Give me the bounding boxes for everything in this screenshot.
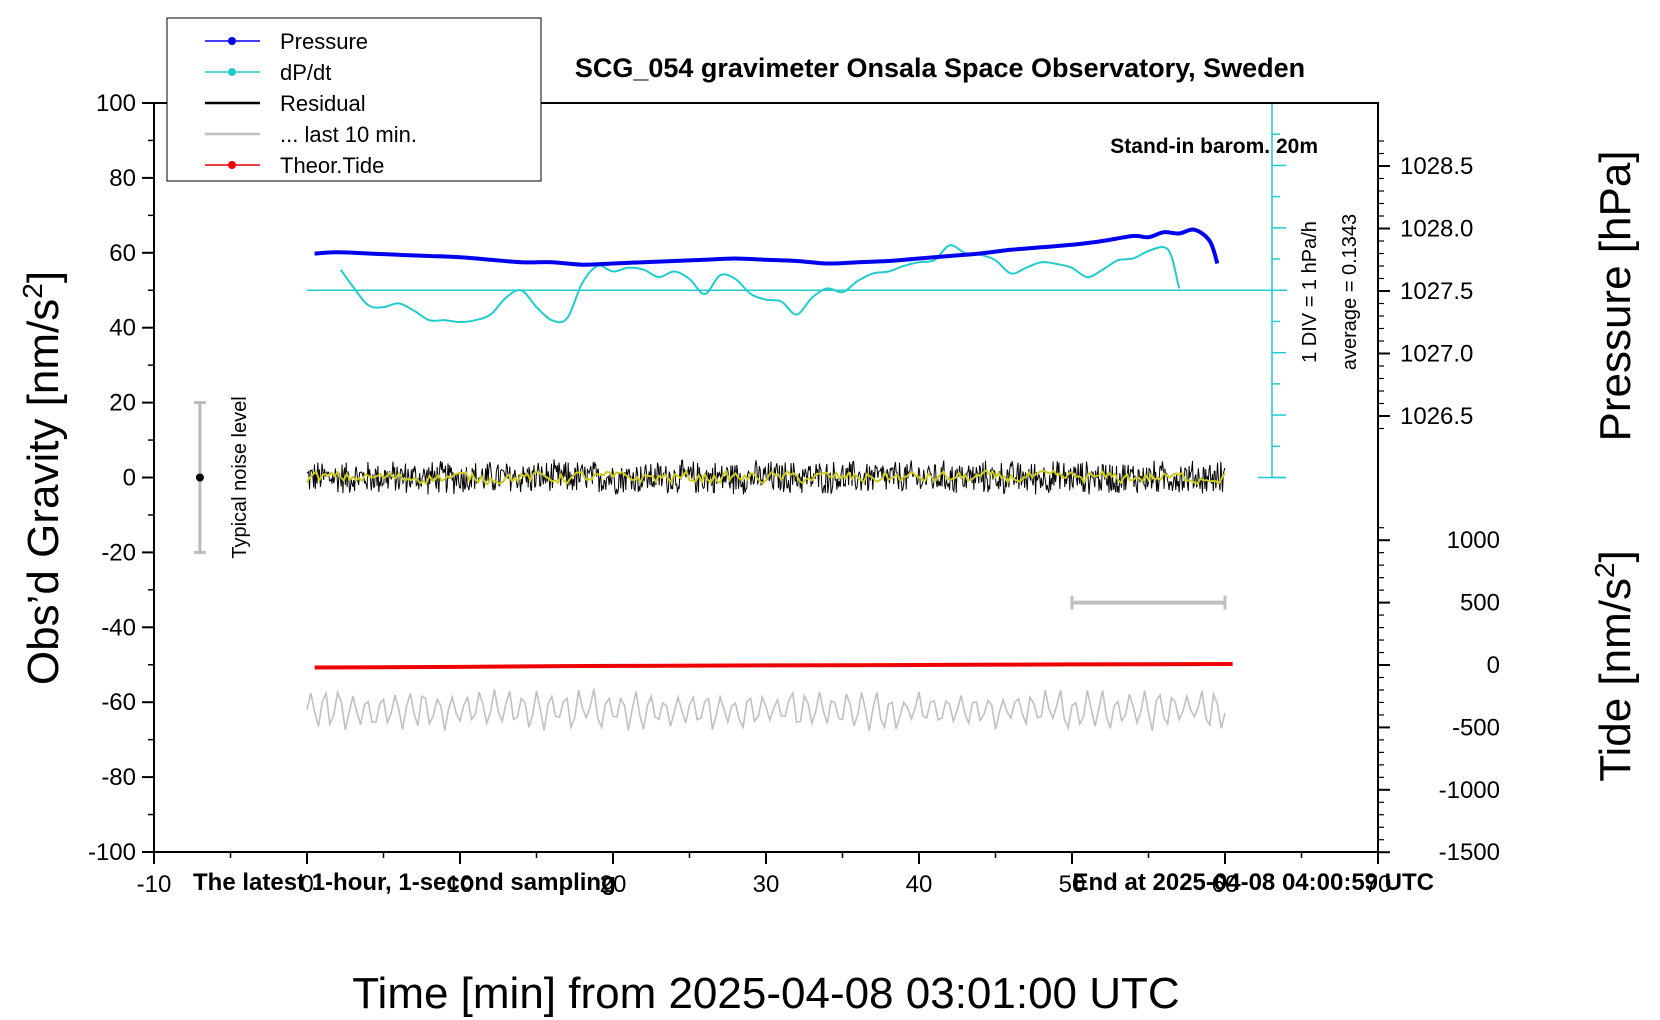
barometer-label: Stand-in barom. 20m (1110, 135, 1318, 158)
y-axis-title-tide: Tide [nm/s2] (1589, 550, 1640, 782)
x-tick-label: 30 (753, 871, 780, 898)
residual-smoothed-line (306, 469, 1226, 486)
tide-tick-label: -500 (1452, 714, 1500, 741)
x-tick-label: 70 (1365, 871, 1392, 898)
legend: Pressure dP/dt Residual ... last 10 min. The… (166, 17, 542, 182)
tide-tick-label: -1500 (1439, 839, 1500, 866)
y-tick-label: 0 (123, 465, 136, 492)
noise-center-dot (195, 473, 204, 482)
x-tick-label: 0 (300, 871, 313, 898)
x-tick-label: 60 (1212, 871, 1239, 898)
tide-tick-label: 1000 (1447, 527, 1500, 554)
pressure-line (314, 227, 1220, 267)
scale-label: 1 DIV = 1 hPa/h (1299, 221, 1321, 363)
noise-label: Typical noise level (229, 396, 251, 558)
legend-box (166, 17, 542, 182)
y-tick-label: -20 (101, 539, 136, 566)
dpdt-line (339, 244, 1181, 324)
last10-line (306, 688, 1226, 732)
legend-marker (228, 37, 236, 45)
bottom-left-label: The latest 1-hour, 1-second sampling (193, 869, 616, 896)
y-tick-label: 40 (109, 315, 136, 342)
tide-tick-label: 500 (1460, 590, 1500, 617)
residual-line (306, 459, 1226, 496)
y-tick-label: -40 (101, 614, 136, 641)
y-tick-label: -80 (101, 764, 136, 791)
x-tick-label: 10 (447, 871, 474, 898)
legend-label: Theor.Tide (280, 153, 384, 178)
chart-title: SCG_054 gravimeter Onsala Space Observat… (575, 53, 1305, 83)
x-tick-label: -10 (137, 871, 172, 898)
y-tick-label: -100 (88, 839, 136, 866)
bottom-right-label: End at 2025-04-08 04:00:59 UTC (1073, 869, 1435, 896)
tide-line (314, 662, 1233, 670)
pressure-tick-label: 1027.0 (1400, 341, 1473, 368)
y-tick-label: 20 (109, 390, 136, 417)
y-tick-label: 100 (96, 90, 136, 117)
legend-label: ... last 10 min. (280, 122, 417, 147)
x-axis-title: Time [min] from 2025-04-08 03:01:00 UTC (352, 969, 1179, 1018)
y-axis-title-pressure: Pressure [hPa] (1591, 150, 1640, 441)
axis-labels: 1 DIV = 1 hPa/h average = 0.1343-10 0 10 20 3… (17, 53, 1640, 1018)
legend-label: Residual (280, 91, 366, 116)
x-tick-label: 20 (600, 871, 627, 898)
x-tick-label: 40 (906, 871, 933, 898)
y-axis-title-left: Obs’d Gravity [nm/s2] (17, 271, 68, 685)
y-tick-label: 80 (109, 165, 136, 192)
y-tick-label: 60 (109, 240, 136, 267)
legend-marker (228, 161, 236, 169)
pressure-tick-label: 1027.5 (1400, 278, 1473, 305)
legend-marker (228, 68, 236, 76)
tide-tick-label: -1000 (1439, 777, 1500, 804)
average-label: average = 0.1343 (1339, 214, 1361, 370)
legend-label: Pressure (280, 29, 368, 54)
pressure-tick-label: 1028.5 (1400, 153, 1473, 180)
y-tick-label: -60 (101, 689, 136, 716)
x-tick-label: 50 (1059, 871, 1086, 898)
legend-label: dP/dt (280, 60, 331, 85)
plot-area: Typical noise level (193, 227, 1287, 732)
tide-tick-label: 0 (1487, 652, 1500, 679)
pressure-tick-label: 1028.0 (1400, 216, 1473, 243)
pressure-tick-label: 1026.5 (1400, 403, 1473, 430)
axes (142, 102, 1390, 864)
